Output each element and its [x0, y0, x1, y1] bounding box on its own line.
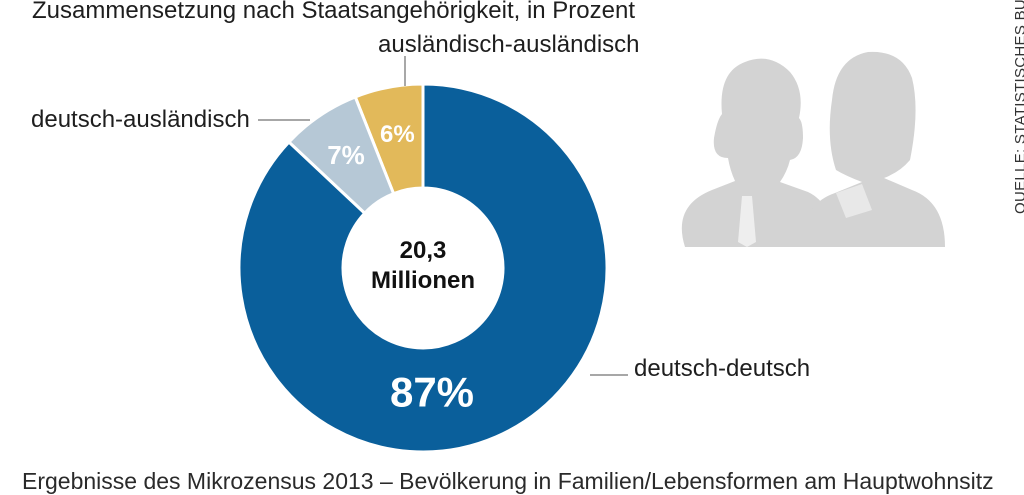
chart-subtitle: Zusammensetzung nach Staatsangehörigkeit…: [32, 0, 636, 24]
center-total-unit: Millionen: [371, 267, 475, 294]
slice-category-label: deutsch-deutsch: [634, 355, 810, 382]
person-female-icon: [804, 51, 945, 247]
slice-value-label: 6%: [380, 121, 415, 148]
source-credit: QUELLE: STATISTISCHES BUNDESAMT: [1012, 0, 1024, 214]
slice-value-label: 7%: [327, 140, 365, 170]
center-total-value: 20,3: [400, 237, 447, 264]
slice-category-label: ausländisch-ausländisch: [378, 31, 640, 58]
person-male-icon: [681, 58, 833, 247]
leader-lines: [258, 56, 628, 376]
slice-labels: 6% ausländisch-ausländisch 7% deutsch-auslä…: [31, 31, 810, 416]
chart-footer-note: Ergebnisse des Mikrozensus 2013 – Bevölk…: [22, 468, 994, 494]
slice-category-label: deutsch-ausländisch: [31, 106, 250, 133]
people-icon: [681, 51, 945, 247]
slice-value-label: 87%: [390, 369, 474, 416]
donut-hole: [343, 188, 503, 348]
